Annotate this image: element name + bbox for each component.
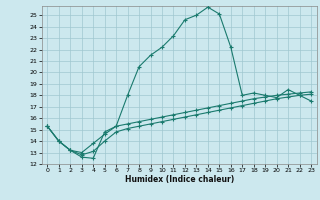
X-axis label: Humidex (Indice chaleur): Humidex (Indice chaleur) — [124, 175, 234, 184]
